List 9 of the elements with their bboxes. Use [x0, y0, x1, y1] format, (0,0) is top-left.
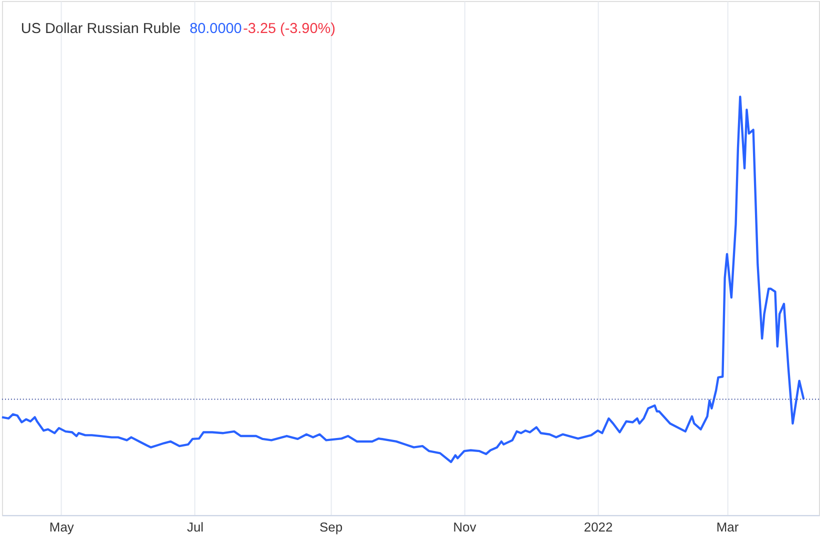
- text: 80.0000: [190, 20, 242, 37]
- x-tick-label: Mar: [716, 520, 740, 535]
- text: -3.25 (-3.90%): [243, 20, 336, 37]
- x-tick-label: May: [49, 520, 74, 535]
- x-tick-label: Nov: [453, 520, 477, 535]
- chart-title: US Dollar Russian Ruble: [20, 20, 181, 37]
- x-tick-label: 2022: [584, 520, 613, 535]
- x-tick-label: Jul: [186, 520, 204, 535]
- x-tick-label: Sep: [320, 520, 343, 535]
